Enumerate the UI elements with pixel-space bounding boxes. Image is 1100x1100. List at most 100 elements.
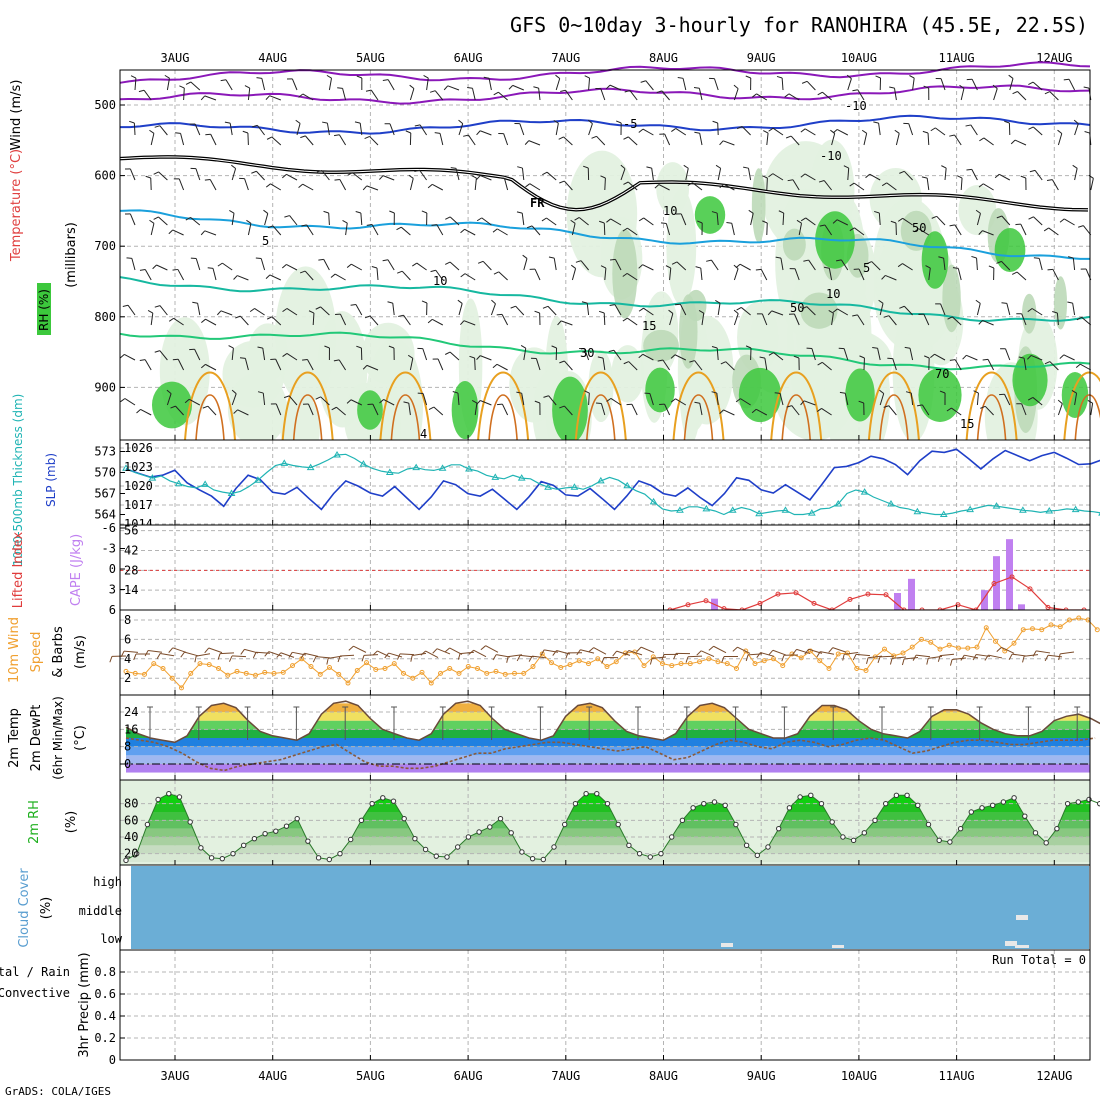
wind-barb bbox=[352, 172, 363, 181]
wind-barb bbox=[173, 317, 184, 326]
rh-2m-marker bbox=[1032, 830, 1039, 836]
wind-barb bbox=[254, 308, 265, 316]
wind-barb-flag bbox=[608, 349, 615, 353]
wind-barb-flag bbox=[800, 400, 805, 406]
wind-barb-flag bbox=[346, 399, 352, 404]
wind-barb-flag bbox=[832, 129, 838, 134]
wind-barb-flag bbox=[382, 79, 389, 81]
wind-barb-flag bbox=[460, 228, 465, 234]
wind-barb-flag bbox=[973, 390, 979, 394]
rh-2m-marker bbox=[251, 835, 258, 842]
wind-barb-flag bbox=[233, 409, 238, 414]
wind-barb bbox=[336, 406, 346, 416]
wind-barb-flag bbox=[429, 90, 436, 93]
wind-barb bbox=[940, 303, 946, 316]
wind-barb bbox=[523, 258, 528, 271]
lifted-index-marker bbox=[1045, 604, 1051, 610]
wind-barb-flag bbox=[832, 219, 838, 224]
contour-label: 30 bbox=[580, 346, 594, 360]
wind-speed-marker bbox=[364, 660, 369, 666]
wind-barb bbox=[237, 409, 249, 416]
thickness-marker bbox=[1071, 505, 1080, 513]
thickness-marker bbox=[649, 497, 658, 505]
wind-barb bbox=[150, 313, 154, 326]
wind-barb-flag bbox=[421, 210, 428, 214]
wind-barb bbox=[1017, 91, 1027, 101]
rh-2m-marker bbox=[583, 790, 589, 797]
wind-barb bbox=[133, 122, 136, 136]
wind-barb bbox=[408, 403, 411, 416]
wind-barb bbox=[1060, 651, 1075, 655]
wind-barb-flag bbox=[362, 365, 368, 370]
wind-barb-flag bbox=[356, 75, 363, 79]
wind-barb-flag bbox=[636, 646, 642, 652]
wind-barb bbox=[610, 218, 622, 226]
wind-barb-flag bbox=[204, 178, 211, 181]
wind-barb-flag bbox=[996, 215, 1003, 219]
wind-barb bbox=[831, 313, 834, 326]
wind-barb bbox=[247, 132, 249, 146]
wind-barb bbox=[793, 313, 800, 326]
cloud-cover-panel: high middle low Cloud Cover (%) bbox=[17, 864, 1091, 951]
wind-barb-flag bbox=[801, 306, 808, 310]
wind-barb-flag bbox=[508, 85, 514, 90]
pressure-tick-label: 500 bbox=[94, 98, 116, 112]
temp-contour bbox=[281, 371, 334, 441]
wind-barb-flag bbox=[792, 649, 798, 655]
wind-barb bbox=[150, 223, 155, 236]
wind-barb-flag bbox=[492, 363, 498, 369]
wind-barb bbox=[503, 133, 509, 146]
thickness-marker bbox=[517, 474, 526, 481]
wind-barb-flag bbox=[364, 135, 370, 140]
temp-contour bbox=[119, 331, 1091, 371]
wind-barb-flag bbox=[299, 270, 306, 274]
wind-speed-line bbox=[125, 617, 1098, 689]
wind-barb-flag bbox=[600, 265, 607, 269]
temp2m-axis-label: 2m Temp bbox=[7, 708, 22, 768]
wind-speed-marker bbox=[521, 670, 527, 676]
wind-barb bbox=[788, 93, 800, 101]
wind-barb-flag bbox=[796, 219, 802, 224]
wind-speed-marker bbox=[1048, 622, 1054, 628]
wind-barb-flag bbox=[249, 308, 255, 313]
pressure-tick-label: 800 bbox=[94, 310, 116, 324]
rh-2m-marker bbox=[990, 802, 996, 809]
wind-barb bbox=[302, 183, 314, 191]
wind-barb-flag bbox=[1010, 139, 1016, 145]
wind-barb bbox=[954, 134, 962, 146]
wind-barb bbox=[1014, 139, 1027, 146]
wind-barb-flag bbox=[570, 264, 576, 269]
wind-barb bbox=[971, 78, 978, 91]
wind-barb-flag bbox=[371, 266, 378, 269]
wind-barb-flag bbox=[606, 218, 611, 223]
wind-barb bbox=[219, 652, 235, 655]
wind-barb bbox=[363, 654, 379, 656]
wind-barb bbox=[1074, 123, 1079, 136]
wind-barb bbox=[804, 173, 816, 181]
rh-2m-marker bbox=[294, 815, 300, 822]
rh-2m-marker bbox=[765, 844, 771, 850]
wind-barb bbox=[676, 261, 687, 271]
temp-contour bbox=[195, 394, 225, 441]
wind-barb-flag bbox=[793, 355, 800, 359]
precip-axis-label: 3hr Precip (mm) bbox=[77, 952, 92, 1057]
wind-barb bbox=[580, 260, 589, 271]
wind-barb-flag bbox=[444, 351, 451, 355]
wind-barb bbox=[449, 261, 460, 271]
wind-barb-flag bbox=[926, 658, 929, 665]
wind-speed-marker bbox=[243, 670, 249, 676]
wind-barb-flag bbox=[975, 299, 981, 304]
wind-speed-marker bbox=[771, 656, 776, 662]
wind-barb-flag bbox=[719, 140, 724, 146]
wind-barb-flag bbox=[457, 299, 463, 304]
wind-barb-flag bbox=[240, 649, 245, 655]
temp-band bbox=[126, 764, 1090, 773]
wind-barb bbox=[159, 350, 168, 361]
rh-2m-marker bbox=[968, 809, 974, 815]
wind-barb bbox=[436, 648, 451, 655]
wind-barb-flag bbox=[654, 184, 660, 189]
top-day-label: 8AUG bbox=[649, 51, 678, 65]
wind-barb bbox=[1023, 358, 1027, 371]
wind-barb bbox=[204, 230, 217, 236]
wind-barb-flag bbox=[745, 75, 751, 79]
